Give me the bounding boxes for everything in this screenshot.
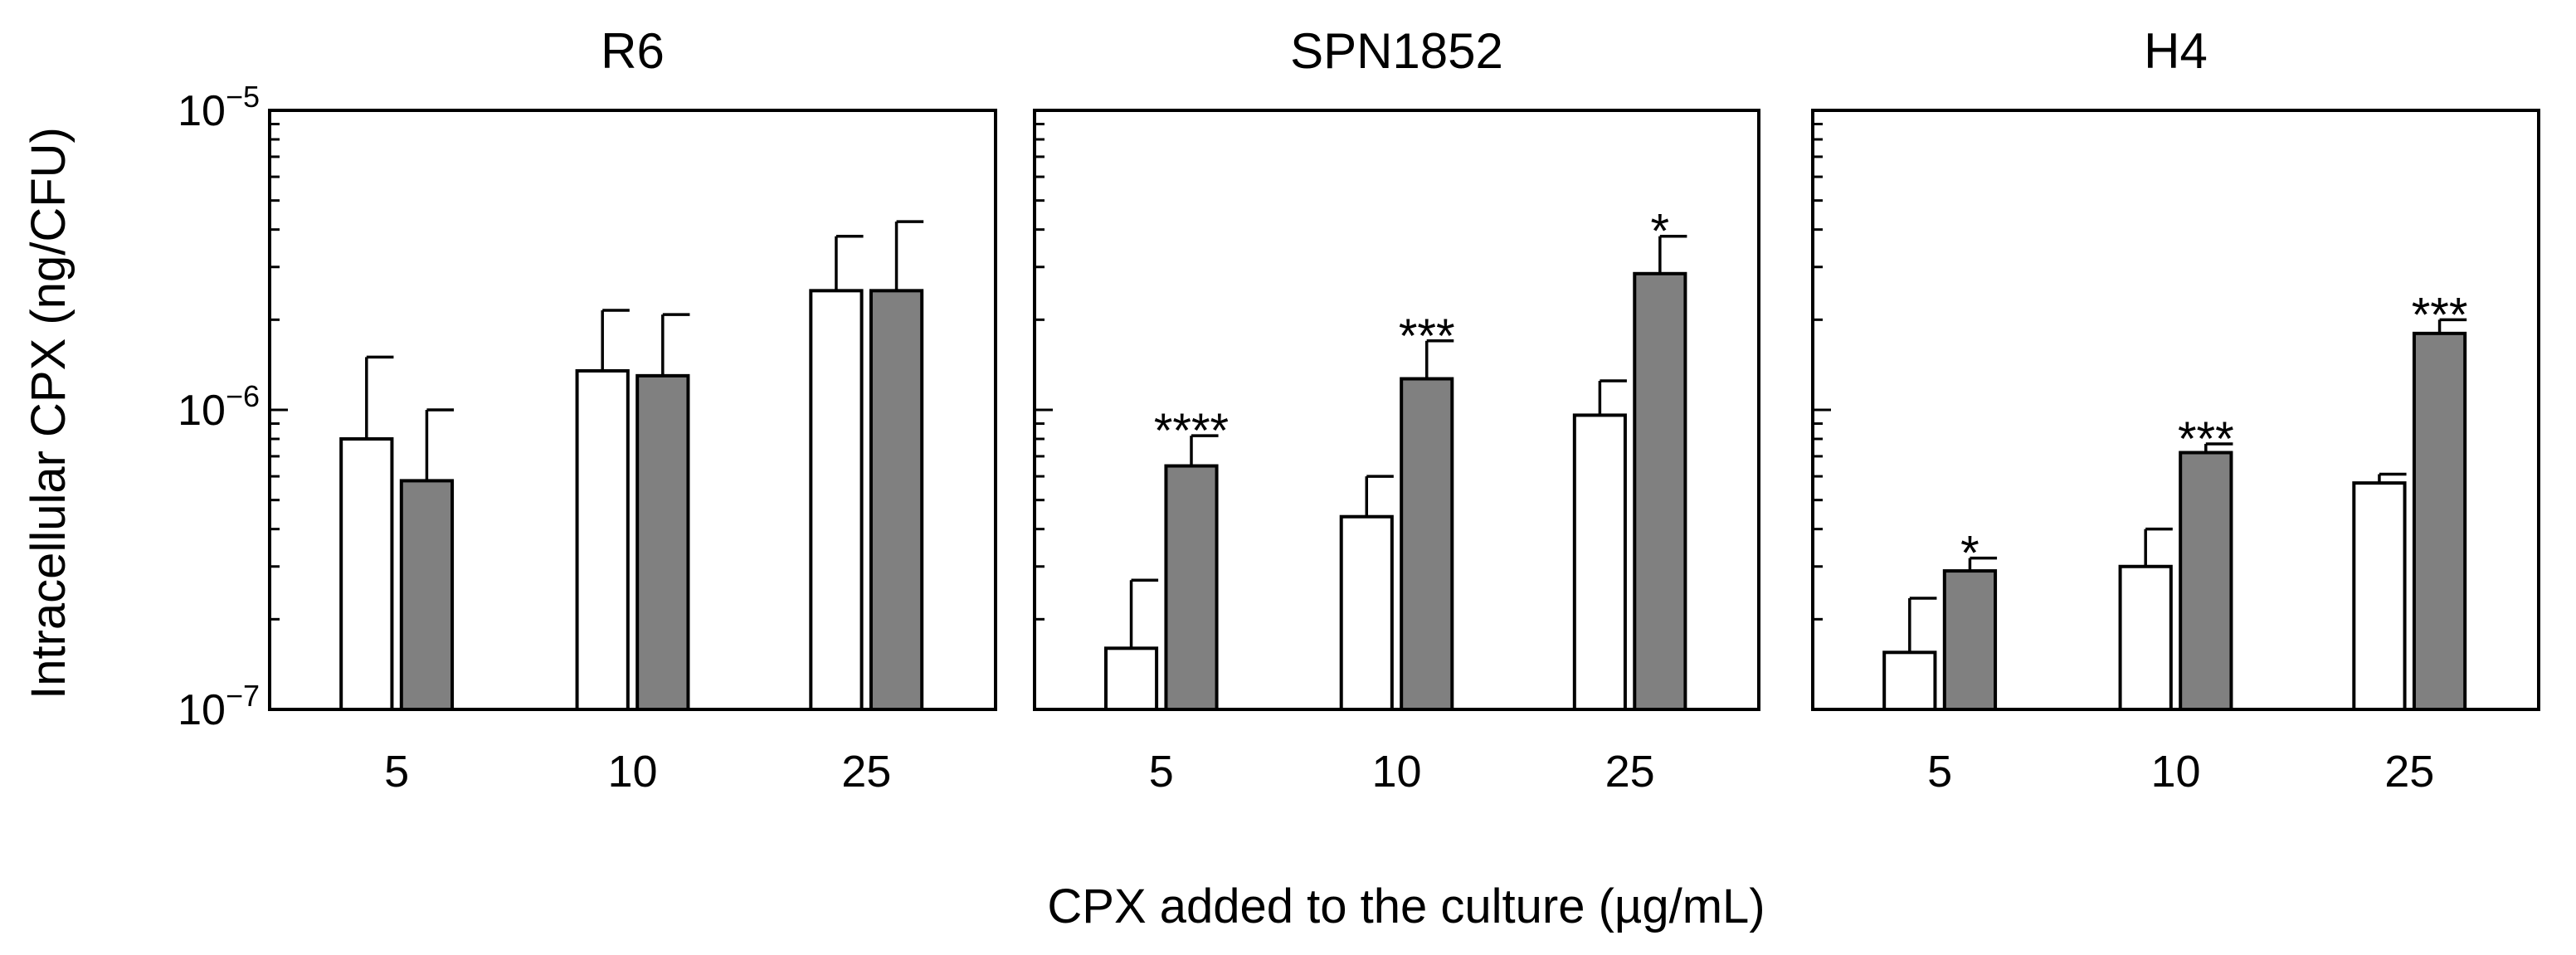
y-axis-label: Intracellular CPX (ng/CFU) — [22, 127, 75, 699]
significance-label: *** — [2178, 412, 2234, 466]
significance-label: * — [1651, 205, 1670, 259]
bar-white — [339, 436, 394, 711]
x-tick-label: 25 — [2384, 747, 2434, 797]
x-axis-label: CPX added to the culture (µg/mL) — [1047, 879, 1765, 933]
bar-white — [575, 368, 630, 711]
plots-group: R6 5 10 25 SPN1852 **** 5 *** 10 * 25 H4 * 5 *** 10 *** 2… — [178, 23, 2540, 797]
x-tick-label: 5 — [1927, 747, 1952, 797]
bar-white — [2352, 481, 2407, 711]
bar-gray — [1633, 271, 1687, 711]
panel-title: H4 — [2144, 23, 2208, 79]
bar-gray — [1942, 569, 1998, 712]
significance-label: * — [1960, 527, 1979, 581]
panel-1: R6 5 10 25 — [268, 23, 997, 797]
bar-white — [1103, 646, 1159, 711]
panel-3: H4 * 5 *** 10 *** 25 — [1811, 23, 2540, 797]
bar-white — [1572, 413, 1627, 711]
x-tick-label: 25 — [1605, 747, 1655, 797]
bar-white — [1339, 514, 1394, 711]
y-tick-label: 10−5 — [178, 80, 260, 135]
x-tick-label: 10 — [607, 747, 657, 797]
x-tick-label: 25 — [841, 747, 891, 797]
y-tick-label: 10−6 — [178, 379, 260, 435]
significance-label: *** — [1399, 309, 1455, 363]
y-tick-label: 10−7 — [178, 679, 260, 734]
panel-title: SPN1852 — [1290, 23, 1503, 79]
bar-white — [809, 289, 864, 711]
bar-gray — [635, 373, 690, 711]
x-tick-label: 10 — [2150, 747, 2200, 797]
bar-white — [2118, 564, 2173, 711]
x-tick-label: 5 — [1149, 747, 1174, 797]
panel-title: R6 — [601, 23, 665, 79]
bar-gray — [399, 479, 455, 711]
bar-white — [1882, 650, 1937, 712]
x-tick-label: 10 — [1371, 747, 1421, 797]
bar-gray — [1164, 464, 1219, 711]
x-tick-label: 5 — [384, 747, 409, 797]
significance-label: **** — [1154, 404, 1229, 458]
significance-label: *** — [2412, 288, 2468, 342]
panel-2: SPN1852 **** 5 *** 10 * 25 — [1033, 23, 1760, 797]
bar-gray — [869, 289, 924, 711]
bar-gray — [2179, 451, 2233, 712]
bar-gray — [1400, 377, 1454, 711]
bar-gray — [2412, 331, 2467, 711]
